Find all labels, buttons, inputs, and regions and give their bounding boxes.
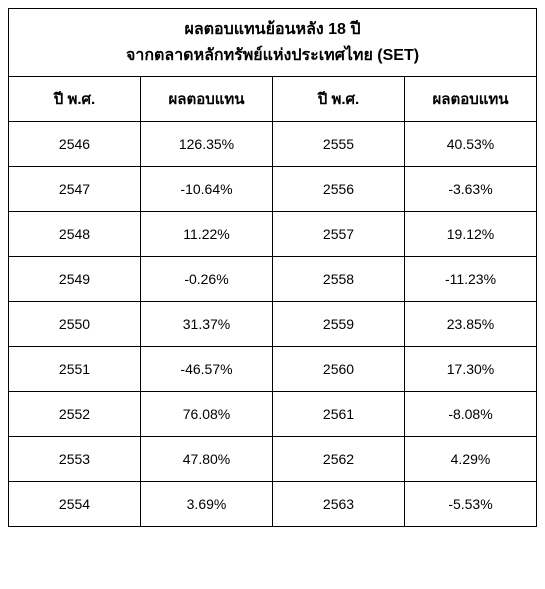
cell-return: 17.30% [405,347,537,392]
col-header-return-2: ผลตอบแทน [405,77,537,122]
cell-return: 40.53% [405,122,537,167]
cell-return: 4.29% [405,437,537,482]
table-row: 2549 -0.26% 2558 -11.23% [9,257,537,302]
cell-return: 126.35% [141,122,273,167]
cell-year: 2553 [9,437,141,482]
cell-return: 47.80% [141,437,273,482]
title-line-2: จากตลาดหลักทรัพย์แห่งประเทศไทย (SET) [15,43,530,69]
cell-return: 19.12% [405,212,537,257]
table-row: 2551 -46.57% 2560 17.30% [9,347,537,392]
header-row: ปี พ.ศ. ผลตอบแทน ปี พ.ศ. ผลตอบแทน [9,77,537,122]
cell-year: 2555 [273,122,405,167]
cell-return: 76.08% [141,392,273,437]
cell-return: -3.63% [405,167,537,212]
table-title: ผลตอบแทนย้อนหลัง 18 ปี จากตลาดหลักทรัพย์… [9,9,537,77]
title-line-1: ผลตอบแทนย้อนหลัง 18 ปี [15,17,530,43]
cell-year: 2551 [9,347,141,392]
cell-year: 2554 [9,482,141,527]
table-row: 2553 47.80% 2562 4.29% [9,437,537,482]
table-row: 2546 126.35% 2555 40.53% [9,122,537,167]
cell-year: 2562 [273,437,405,482]
table-row: 2550 31.37% 2559 23.85% [9,302,537,347]
cell-return: -46.57% [141,347,273,392]
cell-return: -8.08% [405,392,537,437]
cell-year: 2560 [273,347,405,392]
cell-year: 2548 [9,212,141,257]
cell-return: -0.26% [141,257,273,302]
cell-return: 11.22% [141,212,273,257]
cell-year: 2563 [273,482,405,527]
cell-year: 2550 [9,302,141,347]
returns-table: ผลตอบแทนย้อนหลัง 18 ปี จากตลาดหลักทรัพย์… [8,8,537,527]
cell-year: 2557 [273,212,405,257]
cell-return: 3.69% [141,482,273,527]
cell-year: 2556 [273,167,405,212]
cell-year: 2559 [273,302,405,347]
title-row: ผลตอบแทนย้อนหลัง 18 ปี จากตลาดหลักทรัพย์… [9,9,537,77]
table-row: 2547 -10.64% 2556 -3.63% [9,167,537,212]
cell-year: 2549 [9,257,141,302]
cell-return: -10.64% [141,167,273,212]
col-header-return-1: ผลตอบแทน [141,77,273,122]
cell-year: 2546 [9,122,141,167]
cell-year: 2552 [9,392,141,437]
cell-return: 31.37% [141,302,273,347]
cell-return: -5.53% [405,482,537,527]
table-row: 2548 11.22% 2557 19.12% [9,212,537,257]
col-header-year-2: ปี พ.ศ. [273,77,405,122]
cell-year: 2558 [273,257,405,302]
cell-year: 2561 [273,392,405,437]
cell-return: -11.23% [405,257,537,302]
table-row: 2552 76.08% 2561 -8.08% [9,392,537,437]
cell-return: 23.85% [405,302,537,347]
col-header-year-1: ปี พ.ศ. [9,77,141,122]
cell-year: 2547 [9,167,141,212]
table-row: 2554 3.69% 2563 -5.53% [9,482,537,527]
